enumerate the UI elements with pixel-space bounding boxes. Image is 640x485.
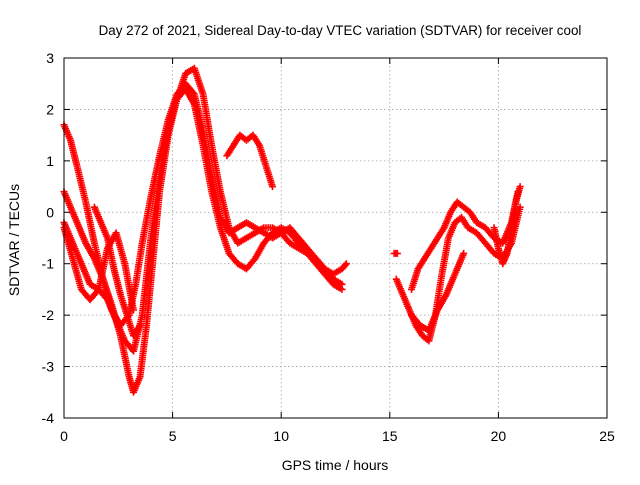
y-tick-label: -3: [42, 359, 55, 375]
y-tick-label: 1: [46, 153, 54, 169]
data-point: [516, 183, 524, 191]
data-point: [136, 321, 144, 329]
x-tick-label: 15: [382, 428, 398, 444]
series-track-k: [390, 249, 401, 257]
data-points: [60, 64, 524, 396]
x-tick-label: 10: [273, 428, 289, 444]
plot-frame: [63, 57, 608, 419]
x-tick-label: 25: [599, 428, 615, 444]
data-point: [342, 260, 350, 268]
y-tick-label: 0: [46, 204, 54, 220]
x-axis-label: GPS time / hours: [282, 457, 389, 473]
series-track-j: [490, 183, 524, 268]
y-tick-label: -4: [42, 410, 55, 426]
y-tick-label: -1: [42, 256, 55, 272]
data-point: [341, 261, 349, 269]
y-tick-label: -2: [42, 307, 55, 323]
grid-lines: [64, 58, 607, 418]
data-point: [94, 287, 102, 295]
data-point: [130, 306, 138, 314]
series-track-d: [60, 224, 138, 314]
y-tick-label: 3: [46, 50, 54, 66]
series-track-f: [223, 131, 277, 191]
series-track-h: [408, 188, 522, 293]
y-axis-label: SDTVAR / TECUs: [6, 184, 22, 296]
data-point: [269, 183, 277, 191]
x-tick-label: 20: [491, 428, 507, 444]
axis-ticks: 0 5 10 15 20 25 -4 -3 -2 -1 0 1 2 3: [42, 50, 615, 444]
data-point: [516, 203, 524, 211]
y-tick-label: 2: [46, 101, 54, 117]
series-track-i: [408, 249, 468, 335]
series-track-e: [90, 203, 144, 340]
data-point: [460, 249, 468, 257]
data-point: [338, 285, 346, 293]
x-tick-label: 0: [60, 428, 68, 444]
chart-title: Day 272 of 2021, Sidereal Day-to-day VTE…: [99, 23, 582, 38]
data-point: [393, 249, 401, 257]
series-track-c: [60, 85, 346, 355]
x-tick-label: 5: [169, 428, 177, 444]
